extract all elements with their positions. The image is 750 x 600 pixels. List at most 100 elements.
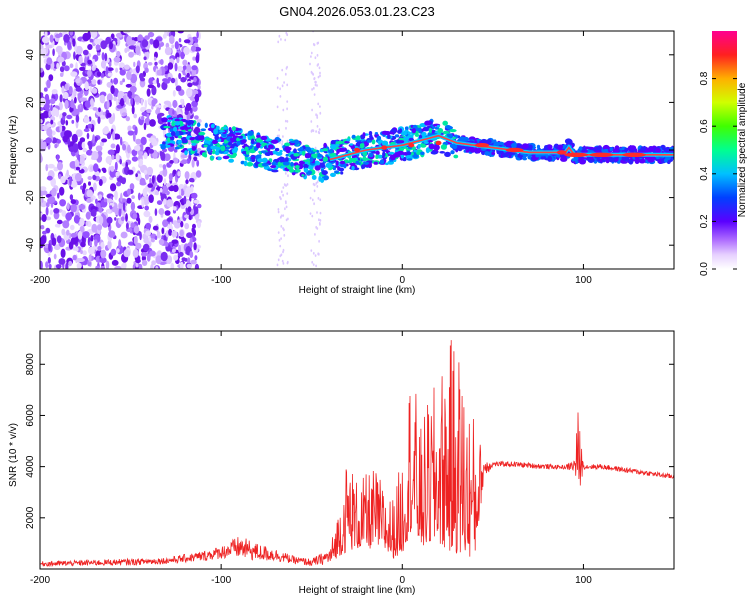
spectrogram-noise-blob xyxy=(145,230,152,236)
spectrogram-noise-blob xyxy=(42,230,47,235)
spectrogram-x-tick-label: 100 xyxy=(575,275,592,286)
spectrogram-noise-blob xyxy=(186,64,192,73)
spectrogram-noise-blob xyxy=(318,218,320,222)
spectrogram-signal-blob xyxy=(187,148,192,151)
spectrogram-x-label: Height of straight line (km) xyxy=(299,285,416,296)
spectrogram-noise-blob xyxy=(287,217,289,221)
spectrogram-noise-blob xyxy=(195,170,202,178)
spectrogram-noise-blob xyxy=(89,85,92,93)
spectrogram-noise-blob xyxy=(137,192,141,201)
spectrogram-noise-blob xyxy=(95,44,101,51)
spectrogram-noise-blob xyxy=(53,166,59,172)
spectrogram-signal-blob xyxy=(339,160,346,165)
spectrogram-signal-blob xyxy=(538,154,546,157)
spectrogram-noise-blob xyxy=(43,87,48,92)
spectrogram-noise-blob xyxy=(82,182,87,190)
spectrogram-noise-blob xyxy=(86,132,90,140)
spectrogram-noise-blob xyxy=(319,223,321,226)
spectrogram-noise-blob xyxy=(149,177,152,185)
spectrogram-signal-blob xyxy=(247,130,254,136)
spectrogram-signal-blob xyxy=(343,163,347,169)
spectrogram-signal-blob xyxy=(214,135,219,141)
spectrogram-noise-blob xyxy=(317,196,320,200)
spectrogram-noise-blob xyxy=(118,92,125,97)
spectrogram-signal-blob xyxy=(535,153,540,158)
spectrogram-noise-blob xyxy=(196,118,202,124)
spectrogram-noise-blob xyxy=(185,187,191,196)
spectrogram-signal-blob xyxy=(302,159,309,162)
spectrogram-noise-blob xyxy=(154,61,158,66)
spectrogram-noise-blob xyxy=(141,111,148,117)
spectrogram-noise-blob xyxy=(70,71,78,77)
spectrogram-signal-blob xyxy=(223,139,228,144)
spectrogram-x-tick-label: -200 xyxy=(30,275,50,286)
spectrogram-noise-blob xyxy=(141,198,145,208)
spectrogram-noise-blob xyxy=(125,116,130,122)
spectrogram-noise-blob xyxy=(137,217,141,226)
spectrogram-signal-blob xyxy=(470,148,476,153)
spectrogram-noise-blob xyxy=(191,65,198,71)
spectrogram-noise-blob xyxy=(310,120,313,123)
spectrogram-noise-blob xyxy=(63,65,70,72)
spectrogram-noise-blob xyxy=(146,166,154,176)
spectrogram-signal-blob xyxy=(163,125,171,129)
spectrogram-noise-blob xyxy=(74,215,80,224)
spectrogram-noise-blob xyxy=(311,198,314,202)
spectrogram-signal-blob xyxy=(314,165,321,171)
spectrogram-noise-blob xyxy=(133,225,140,234)
spectrogram-noise-blob xyxy=(139,77,146,82)
spectrogram-noise-blob xyxy=(172,157,179,164)
spectrogram-noise-blob xyxy=(314,56,317,60)
spectrogram-noise-blob xyxy=(149,38,154,45)
spectrogram-noise-blob xyxy=(122,78,125,83)
spectrogram-signal-blob xyxy=(522,157,527,161)
spectrogram-noise-blob xyxy=(95,145,103,152)
spectrogram-noise-blob xyxy=(147,84,155,89)
spectrogram-signal-blob xyxy=(359,143,365,148)
spectrogram-noise-blob xyxy=(190,45,197,52)
spectrogram-signal-blob xyxy=(588,150,594,154)
spectrogram-noise-blob xyxy=(173,254,179,261)
spectrogram-signal-blob xyxy=(323,142,327,149)
spectrogram-noise-blob xyxy=(111,259,119,266)
spectrogram-signal-blob xyxy=(355,160,360,165)
spectrogram-signal-blob xyxy=(669,146,674,151)
spectrogram-signal-blob xyxy=(368,131,373,136)
spectrogram-signal-blob xyxy=(261,162,269,167)
spectrogram-noise-blob xyxy=(278,134,280,138)
spectrogram-signal-blob xyxy=(316,153,323,158)
spectrogram-noise-blob xyxy=(154,235,158,240)
spectrogram-noise-blob xyxy=(60,248,66,258)
spectrogram-signal-blob xyxy=(502,153,509,158)
spectrogram-noise-blob xyxy=(180,98,184,104)
spectrogram-signal-blob xyxy=(275,165,279,170)
spectrogram-signal-blob xyxy=(376,135,382,141)
spectrogram-noise-blob xyxy=(102,168,107,173)
spectrogram-signal-blob xyxy=(321,170,328,176)
spectrogram-y-tick-label: 0 xyxy=(25,147,36,153)
spectrogram-noise-blob xyxy=(192,56,196,61)
spectrogram-noise-blob xyxy=(57,161,63,171)
spectrogram-signal-blob xyxy=(382,151,386,158)
spectrogram-noise-blob xyxy=(55,264,62,269)
spectrogram-noise-blob xyxy=(316,227,319,230)
spectrogram-noise-blob xyxy=(56,219,63,225)
spectrogram-noise-blob xyxy=(112,131,116,141)
spectrogram-noise-blob xyxy=(110,33,115,40)
spectrogram-signal-blob xyxy=(173,126,178,132)
snr-marks xyxy=(40,340,674,568)
spectrogram-noise-blob xyxy=(164,210,171,216)
spectrogram-noise-blob xyxy=(69,31,74,36)
spectrogram-noise-blob xyxy=(47,163,55,169)
spectrogram-signal-blob xyxy=(486,139,492,144)
spectrogram-noise-blob xyxy=(172,184,179,193)
spectrogram-noise-blob xyxy=(123,249,131,258)
spectrogram-noise-blob xyxy=(319,111,322,115)
spectrogram-noise-blob xyxy=(309,62,311,66)
spectrogram-peak xyxy=(589,152,614,157)
spectrogram-signal-blob xyxy=(215,125,220,130)
spectrogram-noise-blob xyxy=(170,77,176,84)
spectrogram-noise-blob xyxy=(84,81,89,91)
